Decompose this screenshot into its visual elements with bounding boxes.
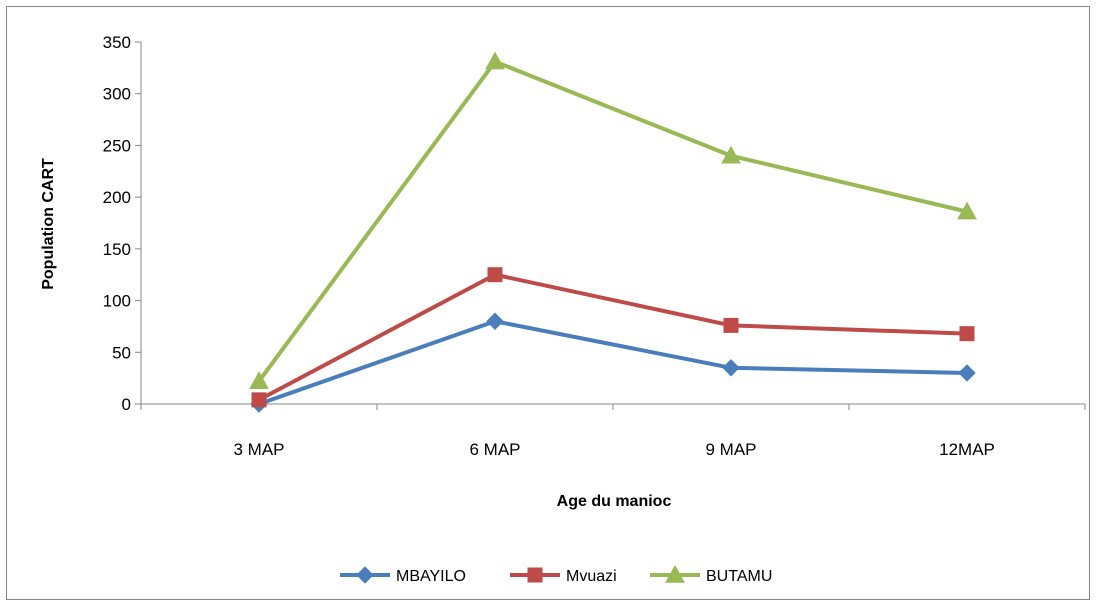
data-point (722, 359, 740, 377)
legend-label: Mvuazi (566, 568, 617, 585)
x-tick-label: 6 MAP (469, 440, 520, 459)
legend-label: BUTAMU (706, 568, 772, 585)
x-axis-title: Age du manioc (557, 493, 672, 510)
data-point (487, 267, 503, 283)
legend: MBAYILO Mvuazi BUTAMU (340, 564, 772, 585)
series-line (257, 59, 968, 383)
data-point (485, 51, 505, 70)
data-point (958, 364, 976, 382)
series-line (258, 319, 968, 406)
data-point (957, 201, 977, 220)
legend-marker (527, 567, 543, 583)
series-line (258, 272, 968, 402)
x-tick-label: 3 MAP (233, 440, 284, 459)
legend-item-mbayilo: MBAYILO (340, 566, 466, 585)
y-tick-label: 150 (103, 240, 131, 259)
y-axis: 0 50 100 150 200 250 300 350 (103, 33, 142, 414)
y-tick-label: 50 (112, 343, 131, 362)
series-mvuazi (251, 267, 975, 408)
x-axis: 3 MAP 6 MAP 9 MAP 12MAP (140, 403, 1086, 459)
y-tick-label: 100 (103, 292, 131, 311)
y-tick-label: 0 (122, 395, 131, 414)
series-butamu (249, 51, 977, 389)
legend-marker (356, 566, 374, 584)
y-tick-label: 250 (103, 136, 131, 155)
x-tick-label: 12MAP (939, 440, 995, 459)
data-point (723, 317, 739, 333)
y-tick-label: 200 (103, 188, 131, 207)
x-tick-label: 9 MAP (705, 440, 756, 459)
data-point (721, 145, 741, 164)
legend-item-mvuazi: Mvuazi (510, 567, 617, 585)
legend-label: MBAYILO (396, 568, 466, 585)
series-mbayilo (250, 312, 976, 413)
y-axis-title: Population CART (40, 158, 57, 290)
legend-marker (665, 564, 685, 583)
series-layer (249, 51, 977, 413)
y-tick-label: 350 (103, 33, 131, 52)
data-point (959, 326, 975, 342)
data-point (251, 392, 267, 408)
data-point (486, 312, 504, 330)
data-point (249, 371, 269, 389)
y-tick-label: 300 (103, 85, 131, 104)
legend-item-butamu: BUTAMU (650, 564, 772, 585)
chart-frame (6, 6, 1090, 600)
